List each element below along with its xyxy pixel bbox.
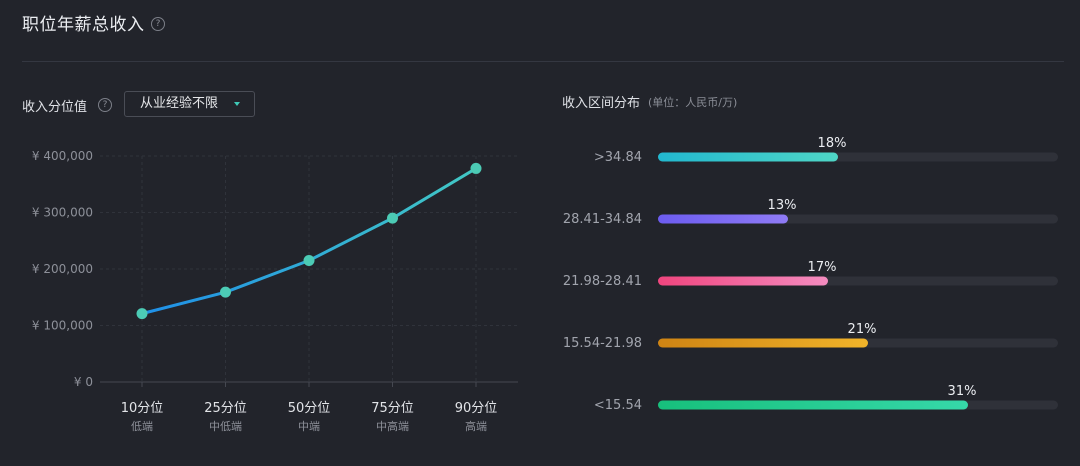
bar (658, 338, 868, 348)
y-tick-label: ¥ 300,000 (32, 206, 93, 220)
data-point (387, 212, 398, 224)
y-tick-label: ¥ 100,000 (32, 319, 93, 333)
bar-value-label: 21% (848, 322, 877, 337)
x-tick-label: 10分位 (121, 401, 164, 416)
x-tick-label: 25分位 (204, 401, 247, 416)
bar (658, 276, 828, 286)
bar-category-label: >34.84 (594, 150, 642, 165)
income-help-icon[interactable]: ? (98, 98, 112, 112)
x-tick-sublabel: 低端 (131, 420, 153, 433)
bar (658, 400, 968, 410)
bar (658, 214, 788, 224)
bar-value-label: 31% (948, 384, 977, 399)
x-tick-sublabel: 中端 (298, 420, 320, 433)
data-point (136, 308, 148, 320)
y-tick-label: ¥ 200,000 (32, 262, 93, 276)
header-divider (22, 61, 1064, 62)
y-tick-label: ¥ 0 (74, 375, 93, 389)
data-point (470, 162, 482, 174)
x-tick-label: 90分位 (455, 401, 498, 416)
distribution-unit: (单位：人民币/万) (648, 96, 738, 109)
title-help-icon[interactable]: ? (151, 17, 165, 31)
bar (658, 152, 838, 162)
bar-category-label: 15.54-21.98 (563, 336, 642, 351)
x-tick-sublabel: 高端 (465, 419, 487, 433)
x-tick-label: 50分位 (288, 401, 331, 416)
data-point (303, 255, 315, 267)
x-tick-sublabel: 中低端 (209, 420, 242, 433)
y-tick-label: ¥ 400,000 (32, 149, 93, 163)
caret-down-icon (234, 102, 240, 106)
distribution-title: 收入区间分布 (562, 96, 641, 111)
bar-category-label: 28.41-34.84 (563, 212, 642, 227)
bar-category-label: <15.54 (594, 398, 642, 413)
experience-dropdown-value: 从业经验不限 (140, 96, 219, 111)
experience-dropdown[interactable]: 从业经验不限 (124, 91, 255, 117)
bar-value-label: 18% (818, 136, 847, 151)
x-tick-sublabel: 中高端 (376, 419, 409, 433)
bar-category-label: 21.98-28.41 (563, 274, 642, 289)
data-point (220, 286, 231, 298)
page-title: 职位年薪总收入 (22, 15, 145, 35)
bar-value-label: 13% (768, 198, 797, 213)
bar-value-label: 17% (808, 260, 837, 275)
income-percentile-label: 收入分位值 (22, 100, 88, 115)
x-tick-label: 75分位 (371, 401, 414, 416)
